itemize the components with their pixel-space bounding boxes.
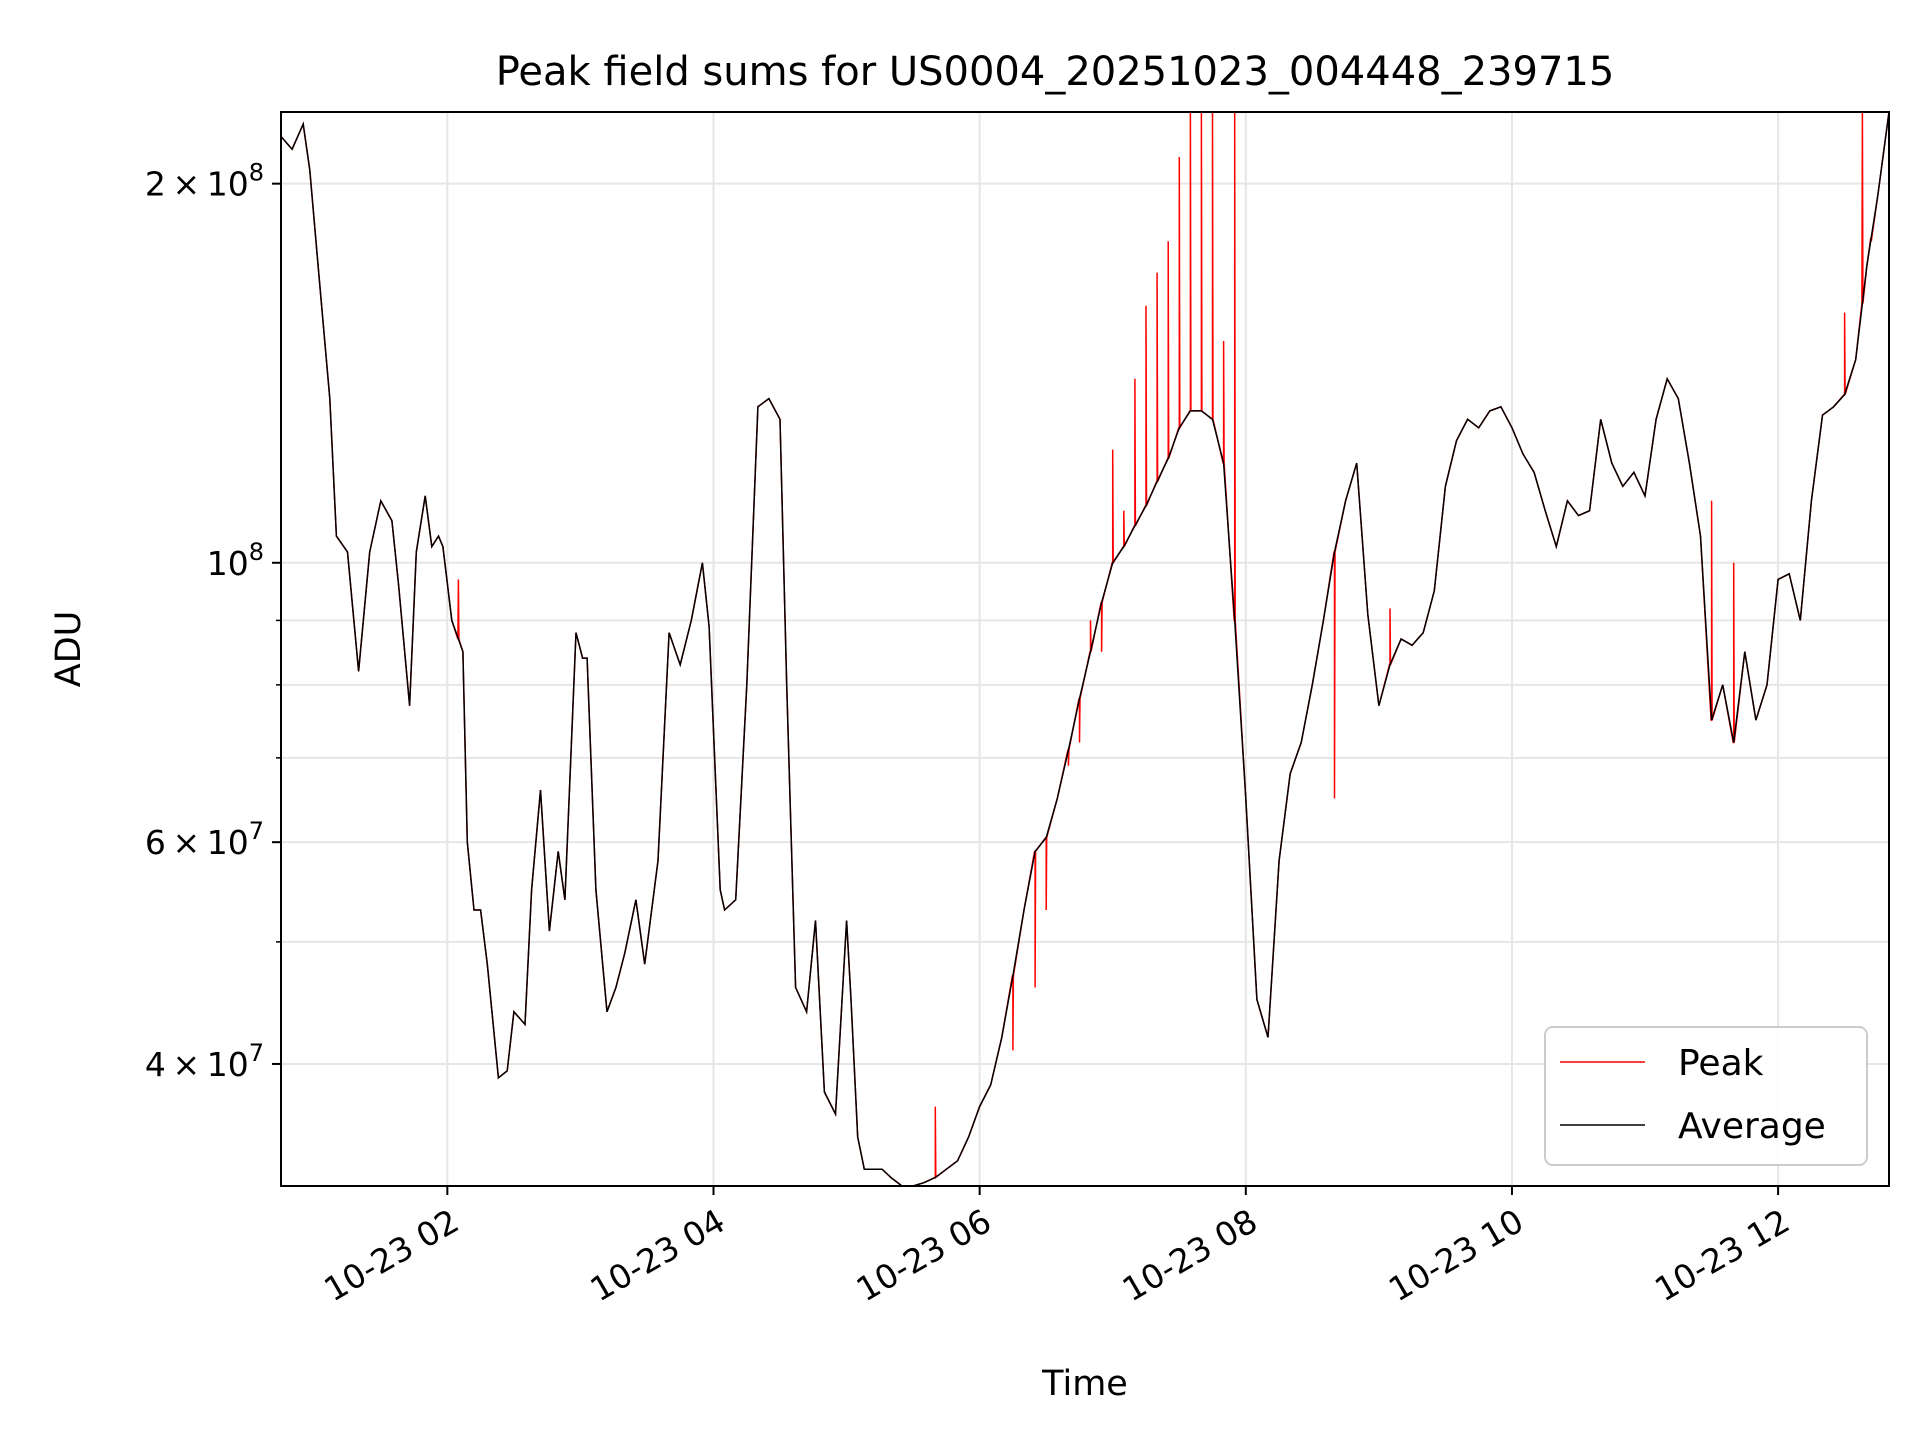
x-axis-label: Time bbox=[1041, 1364, 1128, 1404]
y-axis-label: ADU bbox=[49, 611, 89, 688]
legend: Peak Average bbox=[1544, 1026, 1868, 1166]
legend-label-peak: Peak bbox=[1678, 1043, 1764, 1084]
x-tick-label: 10-23 08 bbox=[1116, 1201, 1264, 1309]
y-tick-label: 108 bbox=[207, 538, 264, 583]
x-tick-label: 10-23 06 bbox=[850, 1201, 998, 1309]
x-tick-label: 10-23 10 bbox=[1382, 1201, 1530, 1309]
x-tick-label: 10-23 02 bbox=[317, 1201, 465, 1309]
y-tick-label: 4 × 107 bbox=[145, 1039, 264, 1084]
chart-title: Peak field sums for US0004_20251023_0044… bbox=[496, 49, 1615, 95]
y-tick-label: 2 × 108 bbox=[145, 159, 264, 204]
grid bbox=[281, 112, 1889, 1186]
legend-label-average: Average bbox=[1678, 1106, 1826, 1147]
x-tick-label: 10-23 12 bbox=[1648, 1201, 1796, 1309]
series-line-peak bbox=[281, 112, 1889, 1186]
x-tick-label: 10-23 04 bbox=[584, 1201, 732, 1309]
series-line-average bbox=[281, 112, 1889, 1186]
plot-frame bbox=[280, 111, 1890, 1187]
y-tick-label: 6 × 107 bbox=[145, 817, 264, 862]
series-layer bbox=[281, 112, 1889, 1186]
